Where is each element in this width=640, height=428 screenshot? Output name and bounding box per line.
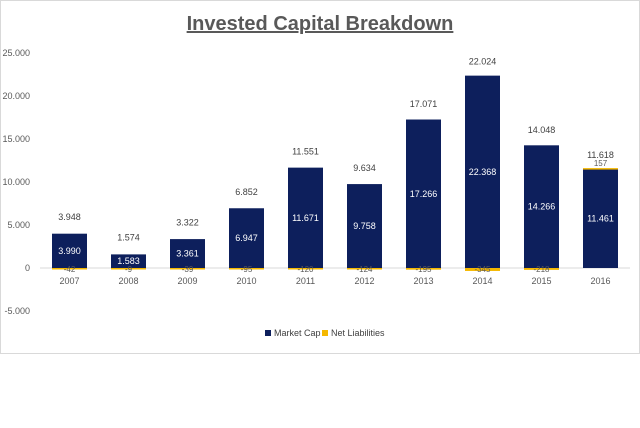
market-cap-label: 22.368 — [469, 167, 497, 177]
y-tick-label: 15.000 — [2, 134, 30, 144]
net-liabilities-bar — [52, 268, 87, 270]
legend: Market Cap Net Liabilities — [265, 328, 385, 338]
total-label: 17.071 — [410, 99, 438, 109]
market-cap-bar — [229, 208, 264, 268]
net-liabilities-label: -195 — [415, 265, 432, 274]
market-cap-bar — [583, 169, 618, 268]
net-liabilities-bar — [406, 268, 441, 270]
y-tick-label: -5.000 — [4, 306, 30, 316]
x-tick-label: 2016 — [590, 276, 610, 286]
market-cap-label: 17.266 — [410, 189, 438, 199]
x-tick-label: 2010 — [236, 276, 256, 286]
x-tick-label: 2007 — [59, 276, 79, 286]
x-tick-label: 2013 — [413, 276, 433, 286]
net-liabilities-label: -124 — [356, 265, 373, 274]
x-tick-label: 2014 — [472, 276, 492, 286]
net-liabilities-label: -42 — [64, 265, 76, 274]
total-label: 11.618 — [587, 150, 614, 160]
net-liabilities-bar — [288, 268, 323, 270]
net-liabilities-bar — [524, 268, 559, 270]
market-cap-label: 11.671 — [292, 213, 319, 223]
net-liabilities-label: -95 — [241, 265, 253, 274]
x-tick-label: 2012 — [354, 276, 374, 286]
x-tick-label: 2015 — [531, 276, 551, 286]
market-cap-label: 3.361 — [176, 249, 199, 259]
market-cap-bar — [347, 184, 382, 268]
market-cap-label: 3.990 — [58, 246, 81, 256]
market-cap-bar — [288, 167, 323, 268]
market-cap-bar — [406, 119, 441, 269]
total-label: 9.634 — [353, 163, 376, 173]
x-tick-label: 2011 — [296, 276, 315, 286]
market-cap-label: 1.583 — [117, 256, 140, 266]
net-liabilities-bar — [170, 268, 205, 270]
net-liabilities-bar — [111, 268, 146, 270]
net-liabilities-label: 157 — [594, 159, 608, 168]
total-label: 3.322 — [176, 217, 199, 227]
market-cap-bar — [170, 239, 205, 268]
market-cap-bar — [52, 233, 87, 268]
net-liabilities-bar — [583, 168, 618, 170]
y-tick-label: 10.000 — [2, 177, 30, 187]
market-cap-label: 14.266 — [528, 202, 556, 212]
y-tick-label: 25.000 — [2, 48, 30, 58]
x-axis: 2007 2008 2009 2010 2011 2012 2013 2014 2015 2016 — [59, 276, 610, 286]
net-liabilities-bar — [347, 268, 382, 270]
market-cap-label: 9.758 — [353, 221, 376, 231]
total-label: 22.024 — [469, 57, 497, 67]
market-cap-label: 11.461 — [587, 214, 614, 224]
x-tick-label: 2008 — [118, 276, 138, 286]
market-cap-bar — [111, 254, 146, 268]
market-cap-bar — [524, 145, 559, 268]
net-liabilities-label: -218 — [533, 265, 550, 274]
net-liabilities-label: -120 — [297, 265, 314, 274]
legend-swatch-net-liabilities — [322, 330, 328, 336]
total-label: 3.948 — [58, 212, 81, 222]
net-liabilities-label: -39 — [182, 265, 194, 274]
y-tick-label: 5.000 — [7, 220, 30, 230]
total-label: 6.852 — [235, 187, 258, 197]
total-label: 14.048 — [528, 125, 556, 135]
net-liabilities-label: -345 — [474, 265, 491, 274]
x-tick-label: 2009 — [177, 276, 197, 286]
total-label: 1.574 — [117, 232, 140, 242]
legend-label-net-liabilities: Net Liabilities — [331, 328, 385, 338]
y-tick-label: 20.000 — [2, 91, 30, 101]
bars: -42 3.990 3.948 -91.583 1.574 -39 3.361 3.322 -9… — [52, 57, 618, 274]
legend-swatch-market-cap — [265, 330, 271, 336]
y-axis: -5.000 0 5.000 10.000 15.000 20.000 25.000 — [2, 48, 30, 316]
market-cap-bar — [465, 75, 500, 269]
y-tick-label: 0 — [25, 263, 30, 273]
net-liabilities-bar — [229, 268, 264, 270]
legend-label-market-cap: Market Cap — [274, 328, 321, 338]
net-liabilities-label: -9 — [125, 265, 133, 274]
chart-title: Invested Capital Breakdown — [187, 13, 454, 35]
total-label: 11.551 — [292, 147, 319, 157]
net-liabilities-bar — [465, 268, 500, 271]
market-cap-label: 6.947 — [235, 233, 258, 243]
